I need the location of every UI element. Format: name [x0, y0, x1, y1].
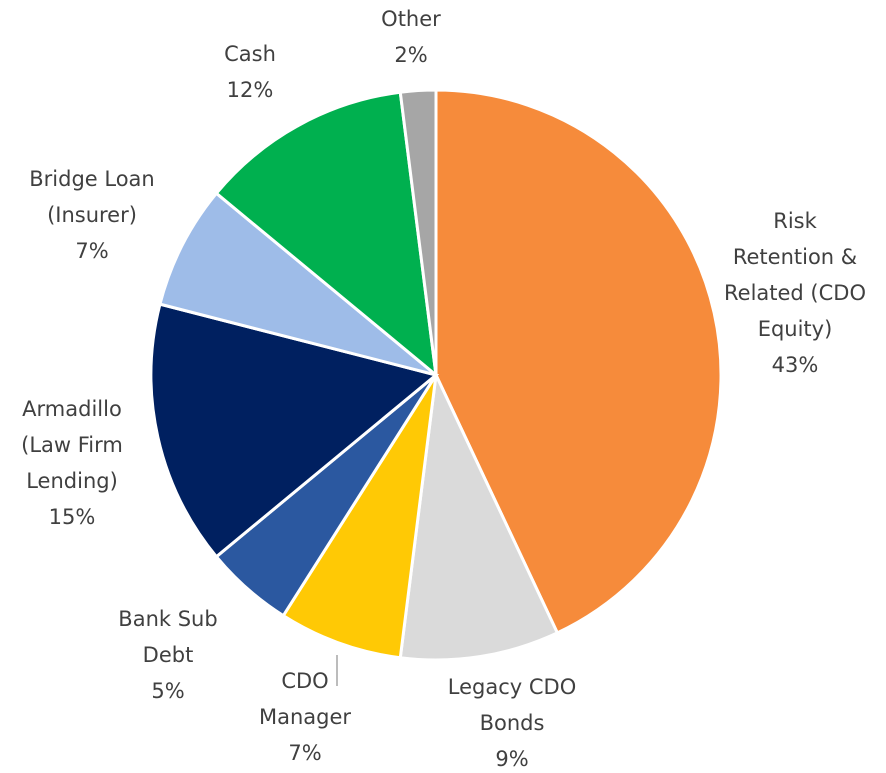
slice-label: Other [381, 7, 441, 31]
slice-label: Bridge Loan (Insurer) [29, 167, 155, 227]
pie-slice [398, 88, 438, 376]
slice-label: Risk Retention & Related (CDO Equity) [724, 209, 866, 341]
pie-slice [398, 369, 560, 662]
value-label: 7% [288, 741, 321, 765]
value-label: 43% [772, 353, 819, 377]
value-label: 12% [227, 78, 274, 102]
slice-label: CDO Manager [259, 669, 351, 729]
pie-slice [281, 374, 438, 660]
value-label: 9% [495, 747, 528, 771]
value-label: 2% [394, 43, 427, 67]
slice-label: Legacy CDO Bonds [448, 675, 576, 735]
value-label: 15% [49, 505, 96, 529]
value-label: 7% [75, 239, 108, 263]
value-label: 5% [151, 679, 184, 703]
pie-slice [149, 302, 440, 559]
pie-slice [214, 90, 438, 379]
pie-slice [158, 191, 437, 377]
pie-slice [434, 88, 723, 635]
slice-label: Cash [224, 42, 276, 66]
slice-label: Bank Sub Debt [118, 607, 217, 667]
slice-label: Armadillo (Law Firm Lending) [21, 397, 123, 493]
